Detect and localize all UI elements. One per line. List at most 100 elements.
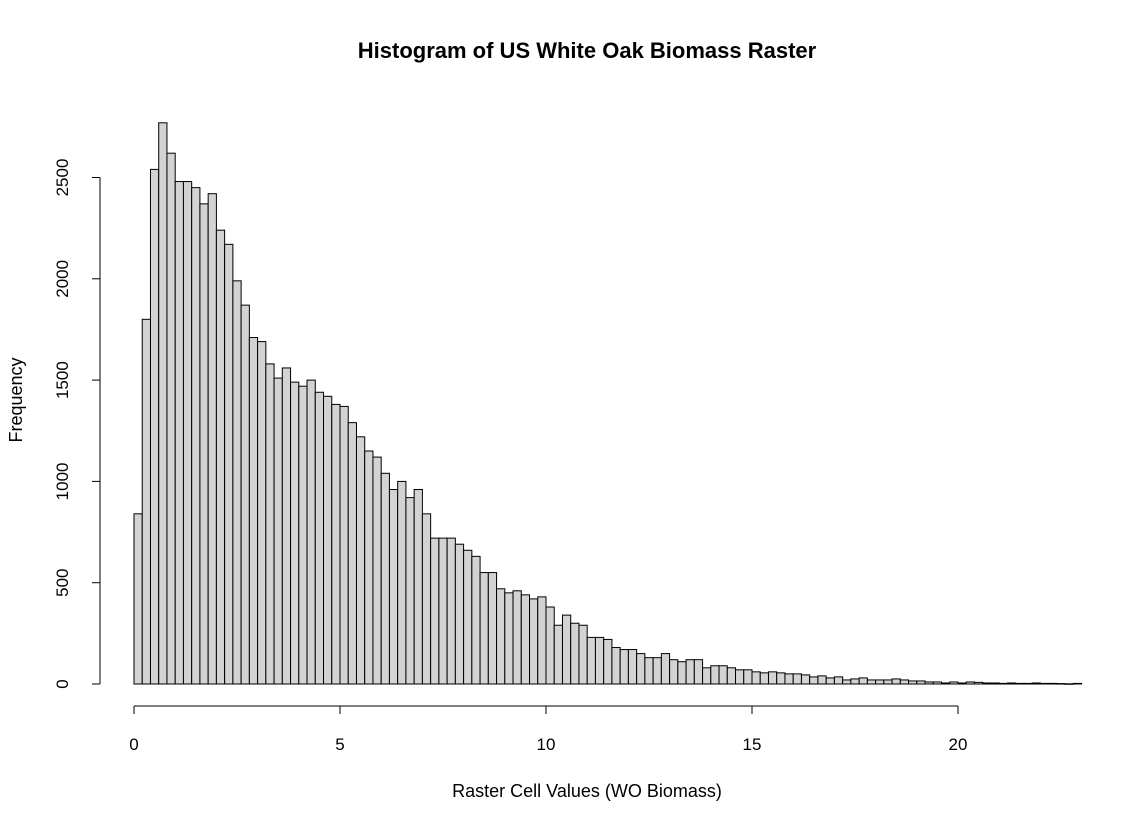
histogram-bar bbox=[743, 669, 753, 685]
histogram-bar bbox=[405, 497, 415, 685]
histogram-bar bbox=[454, 543, 465, 685]
histogram-bar bbox=[323, 395, 333, 685]
histogram-bar bbox=[578, 624, 588, 685]
histogram-bar bbox=[372, 456, 382, 685]
x-tick-label: 15 bbox=[743, 735, 762, 754]
histogram-bar bbox=[949, 681, 959, 685]
histogram-bar bbox=[611, 647, 621, 685]
histogram-bar bbox=[1056, 683, 1066, 685]
histogram-bar bbox=[809, 676, 819, 685]
histogram-bar bbox=[916, 680, 926, 685]
histogram-bar bbox=[883, 679, 893, 685]
histogram-bar bbox=[314, 391, 325, 685]
histogram-bar bbox=[421, 513, 432, 685]
histogram-bar bbox=[767, 671, 778, 685]
histogram-bar bbox=[973, 681, 984, 685]
histogram-bar bbox=[603, 638, 613, 685]
histogram-bar bbox=[759, 672, 769, 685]
histogram-bar bbox=[751, 671, 761, 685]
histogram-bar bbox=[669, 659, 679, 685]
histogram-bar bbox=[537, 596, 547, 685]
histogram-bar bbox=[290, 381, 300, 685]
histogram-bar bbox=[619, 649, 629, 685]
histogram-bar bbox=[388, 489, 399, 685]
histogram-bar bbox=[594, 636, 605, 685]
histogram-bar bbox=[298, 385, 308, 685]
histogram-bar bbox=[899, 679, 910, 685]
histogram-bar bbox=[430, 537, 440, 685]
histogram-bar bbox=[463, 549, 473, 685]
histogram-bar bbox=[776, 672, 786, 685]
histogram-bar bbox=[891, 678, 901, 685]
histogram-bar bbox=[446, 537, 456, 685]
histogram-bar bbox=[496, 588, 506, 685]
y-tick-label: 1000 bbox=[53, 462, 72, 500]
histogram-bar bbox=[586, 636, 596, 685]
histogram-bar bbox=[355, 436, 366, 685]
histogram-bar bbox=[792, 673, 802, 685]
histogram-bar bbox=[248, 337, 259, 685]
histogram-bar bbox=[784, 673, 794, 685]
histogram-bar bbox=[1072, 682, 1083, 685]
histogram-bar bbox=[1006, 682, 1017, 685]
histogram-bar bbox=[215, 229, 226, 685]
histogram-bar bbox=[735, 669, 745, 685]
histogram-bar bbox=[941, 682, 951, 685]
x-tick-label: 0 bbox=[129, 735, 138, 754]
histogram-bar bbox=[685, 659, 695, 685]
histogram-bar bbox=[512, 590, 522, 685]
histogram-bar bbox=[199, 203, 209, 685]
histogram-bar bbox=[1064, 683, 1074, 685]
histogram-bar bbox=[504, 592, 514, 685]
histogram-bar bbox=[413, 489, 423, 685]
y-axis: 0 500 1000 1500 2000 2500 bbox=[53, 159, 101, 689]
histogram-bar bbox=[331, 403, 341, 685]
histogram-bar bbox=[529, 598, 539, 685]
histogram-bar bbox=[397, 480, 407, 685]
histogram-bar bbox=[347, 422, 357, 685]
histogram-bar bbox=[191, 187, 201, 685]
histogram-bar bbox=[265, 363, 275, 685]
histogram-bar bbox=[842, 679, 852, 685]
histogram-bar bbox=[990, 682, 1000, 685]
histogram-bar bbox=[1039, 682, 1050, 685]
histogram-bar bbox=[174, 181, 184, 685]
histogram-bar bbox=[520, 594, 531, 685]
histogram-bars bbox=[133, 122, 1083, 685]
histogram-bar bbox=[957, 682, 967, 685]
histogram-bar bbox=[1023, 682, 1033, 685]
histogram-bar bbox=[693, 659, 704, 685]
y-tick-label: 2000 bbox=[53, 260, 72, 298]
histogram-bar bbox=[932, 681, 943, 685]
histogram-bar bbox=[487, 572, 498, 685]
histogram-bar bbox=[875, 679, 885, 685]
histogram-bar bbox=[817, 675, 827, 685]
y-tick-label: 500 bbox=[53, 569, 72, 597]
x-tick-label: 20 bbox=[949, 735, 968, 754]
x-tick-label: 5 bbox=[335, 735, 344, 754]
histogram-bar bbox=[240, 304, 250, 685]
histogram-bar bbox=[149, 168, 160, 685]
histogram-bar bbox=[726, 667, 737, 685]
histogram-bar bbox=[133, 513, 143, 685]
histogram-bar bbox=[438, 537, 448, 685]
histogram-bar bbox=[545, 606, 555, 685]
histogram-bar bbox=[224, 243, 234, 685]
x-axis-label: Raster Cell Values (WO Biomass) bbox=[452, 781, 722, 801]
histogram-bar bbox=[281, 367, 292, 685]
histogram-bar bbox=[471, 555, 481, 685]
histogram-bar bbox=[339, 405, 349, 685]
histogram-bar bbox=[825, 677, 835, 685]
histogram-bar bbox=[998, 682, 1008, 685]
histogram-bar bbox=[908, 680, 918, 685]
histogram-bar bbox=[644, 657, 654, 685]
histogram-bar bbox=[627, 649, 638, 685]
histogram-bar bbox=[380, 472, 390, 685]
chart-title: Histogram of US White Oak Biomass Raster bbox=[358, 38, 817, 63]
histogram-bar bbox=[141, 318, 151, 685]
histogram-bar bbox=[652, 657, 662, 685]
histogram-bar bbox=[166, 152, 176, 685]
histogram-bar bbox=[1031, 682, 1041, 685]
y-tick-label: 2500 bbox=[53, 159, 72, 197]
